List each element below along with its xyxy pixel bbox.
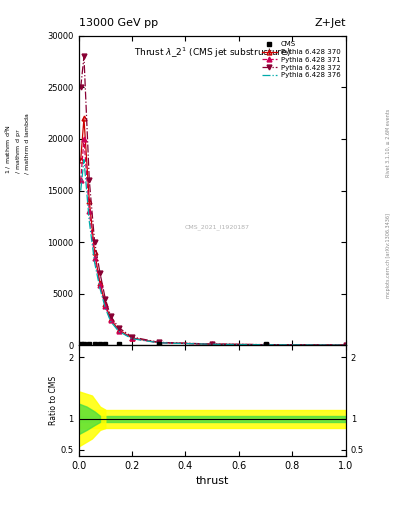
Text: Rivet 3.1.10, ≥ 2.6M events: Rivet 3.1.10, ≥ 2.6M events: [386, 109, 391, 178]
Pythia 6.428 376: [103, 305, 108, 311]
Pythia 6.428 376: [343, 342, 348, 348]
Pythia 6.428 370: [130, 335, 134, 341]
Line: Pythia 6.428 372: Pythia 6.428 372: [78, 54, 348, 348]
Pythia 6.428 376: [92, 260, 97, 266]
Pythia 6.428 372: [103, 296, 108, 302]
Pythia 6.428 370: [103, 301, 108, 307]
CMS: [92, 340, 97, 347]
Pythia 6.428 372: [78, 84, 83, 91]
CMS: [156, 340, 161, 347]
Text: 1 / mathrm d$^2$N
/ mathrm d p$_T$
/ mathrm d lambda: 1 / mathrm d$^2$N / mathrm d p$_T$ / mat…: [4, 113, 29, 174]
Pythia 6.428 370: [343, 342, 348, 348]
Pythia 6.428 376: [130, 336, 134, 342]
Pythia 6.428 371: [87, 208, 92, 214]
Pythia 6.428 372: [97, 270, 102, 276]
Pythia 6.428 370: [116, 327, 121, 333]
Pythia 6.428 371: [343, 342, 348, 348]
Pythia 6.428 371: [263, 342, 268, 348]
Pythia 6.428 370: [78, 157, 83, 163]
CMS: [263, 340, 268, 347]
Pythia 6.428 371: [116, 328, 121, 334]
Pythia 6.428 371: [78, 177, 83, 183]
Pythia 6.428 376: [97, 285, 102, 291]
Pythia 6.428 372: [343, 342, 348, 348]
Pythia 6.428 372: [263, 342, 268, 348]
Pythia 6.428 370: [210, 341, 215, 347]
Pythia 6.428 371: [130, 335, 134, 342]
Text: Z+Jet: Z+Jet: [314, 18, 346, 28]
Pythia 6.428 371: [103, 303, 108, 309]
Pythia 6.428 370: [108, 316, 113, 323]
Pythia 6.428 370: [263, 342, 268, 348]
CMS: [116, 340, 121, 347]
Pythia 6.428 376: [116, 328, 121, 334]
Pythia 6.428 370: [97, 280, 102, 286]
Pythia 6.428 376: [108, 318, 113, 325]
Pythia 6.428 370: [82, 115, 86, 121]
Pythia 6.428 376: [210, 341, 215, 347]
Text: Thrust $\lambda\_2^1$ (CMS jet substructure): Thrust $\lambda\_2^1$ (CMS jet substruct…: [134, 45, 291, 59]
Pythia 6.428 371: [82, 136, 86, 142]
Text: mcplots.cern.ch [arXiv:1306.3436]: mcplots.cern.ch [arXiv:1306.3436]: [386, 214, 391, 298]
Pythia 6.428 372: [130, 334, 134, 340]
CMS: [87, 340, 92, 347]
Pythia 6.428 372: [116, 325, 121, 331]
Pythia 6.428 370: [156, 339, 161, 346]
X-axis label: thrust: thrust: [196, 476, 229, 486]
Pythia 6.428 371: [210, 341, 215, 347]
Text: CMS_2021_I1920187: CMS_2021_I1920187: [185, 225, 250, 230]
Pythia 6.428 371: [92, 254, 97, 261]
Pythia 6.428 372: [108, 313, 113, 319]
Pythia 6.428 371: [97, 282, 102, 288]
Legend: CMS, Pythia 6.428 370, Pythia 6.428 371, Pythia 6.428 372, Pythia 6.428 376: CMS, Pythia 6.428 370, Pythia 6.428 371,…: [260, 39, 342, 80]
Pythia 6.428 372: [156, 339, 161, 346]
Pythia 6.428 371: [156, 339, 161, 346]
Pythia 6.428 376: [156, 340, 161, 346]
Pythia 6.428 370: [87, 198, 92, 204]
Pythia 6.428 376: [82, 157, 86, 163]
Line: Pythia 6.428 371: Pythia 6.428 371: [78, 137, 348, 348]
Pythia 6.428 372: [87, 177, 92, 183]
Pythia 6.428 376: [87, 219, 92, 225]
Pythia 6.428 370: [92, 249, 97, 255]
Y-axis label: Ratio to CMS: Ratio to CMS: [49, 376, 58, 425]
Pythia 6.428 372: [82, 53, 86, 59]
Pythia 6.428 371: [108, 317, 113, 324]
Text: 13000 GeV pp: 13000 GeV pp: [79, 18, 158, 28]
Line: Pythia 6.428 370: Pythia 6.428 370: [78, 116, 348, 348]
CMS: [78, 340, 83, 347]
Pythia 6.428 372: [210, 341, 215, 347]
Pythia 6.428 376: [78, 187, 83, 194]
Line: Pythia 6.428 376: Pythia 6.428 376: [81, 160, 346, 345]
CMS: [97, 340, 102, 347]
Pythia 6.428 376: [263, 342, 268, 348]
Line: CMS: CMS: [79, 342, 268, 346]
CMS: [82, 340, 86, 347]
CMS: [103, 340, 108, 347]
Pythia 6.428 372: [92, 239, 97, 245]
